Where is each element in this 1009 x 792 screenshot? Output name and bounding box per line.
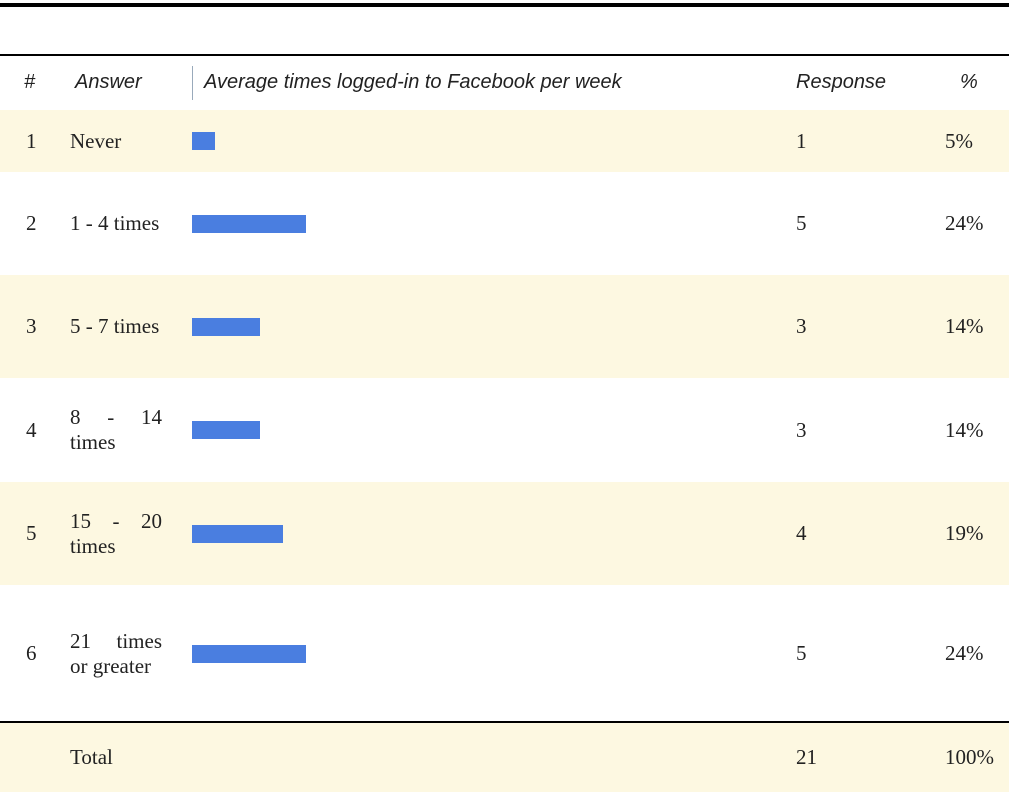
row-answer: 1 - 4 times (70, 211, 160, 235)
bar (192, 214, 306, 233)
bar-cell (192, 482, 284, 585)
bar (192, 524, 284, 543)
row-response: 4 (796, 521, 807, 545)
header-divider (192, 66, 193, 100)
row-answer: 8 - 14 times (70, 405, 162, 454)
total-percent: 100% (945, 744, 994, 769)
row-percent: 5% (945, 128, 973, 153)
total-label: Total (70, 744, 113, 769)
total-row: Total 21 100% (0, 722, 1009, 792)
bar-cell (192, 275, 261, 378)
total-response: 21 (796, 744, 817, 769)
header-number: # (24, 71, 36, 93)
bar-cell (192, 378, 261, 482)
row-answer: 5 - 7 times (70, 314, 160, 338)
header-rule (0, 54, 1009, 56)
row-percent: 24% (945, 211, 984, 235)
bar (192, 644, 306, 663)
header-bar: Average times logged-in to Facebook per … (204, 71, 622, 93)
row-response: 5 (796, 641, 807, 665)
bar (192, 132, 215, 150)
row-number: 1 (26, 128, 37, 153)
table-row: 3 5 - 7 times 3 14% (0, 275, 1009, 378)
bar-cell (192, 110, 215, 172)
bar (192, 421, 261, 439)
table-row: 1 Never 1 5% (0, 110, 1009, 172)
row-answer: 15 - 20 times (70, 508, 162, 558)
bar (192, 317, 261, 336)
row-response: 1 (796, 128, 807, 153)
row-number: 5 (26, 521, 37, 545)
row-percent: 14% (945, 417, 984, 442)
row-number: 6 (26, 641, 37, 665)
header-answer: Answer (75, 71, 142, 93)
row-answer: Never (70, 128, 122, 153)
row-response: 3 (796, 417, 807, 442)
row-number: 4 (26, 417, 37, 442)
row-percent: 24% (945, 641, 984, 665)
row-percent: 19% (945, 521, 984, 545)
header-percent: % (960, 71, 978, 93)
table-row: 4 8 - 14 times 3 14% (0, 378, 1009, 482)
top-rule (0, 3, 1009, 7)
bar-cell (192, 172, 306, 275)
total-rule (0, 721, 1009, 723)
bar-cell (192, 585, 306, 722)
table-row: 5 15 - 20 times 4 19% (0, 482, 1009, 585)
row-answer: 21 times or greater (70, 628, 162, 678)
table-row: 2 1 - 4 times 5 24% (0, 172, 1009, 275)
header-response: Response (796, 71, 887, 93)
row-number: 3 (26, 314, 37, 338)
row-percent: 14% (945, 314, 984, 338)
table-row: 6 21 times or greater 5 24% (0, 585, 1009, 722)
row-response: 3 (796, 314, 807, 338)
row-response: 5 (796, 211, 807, 235)
row-number: 2 (26, 211, 37, 235)
